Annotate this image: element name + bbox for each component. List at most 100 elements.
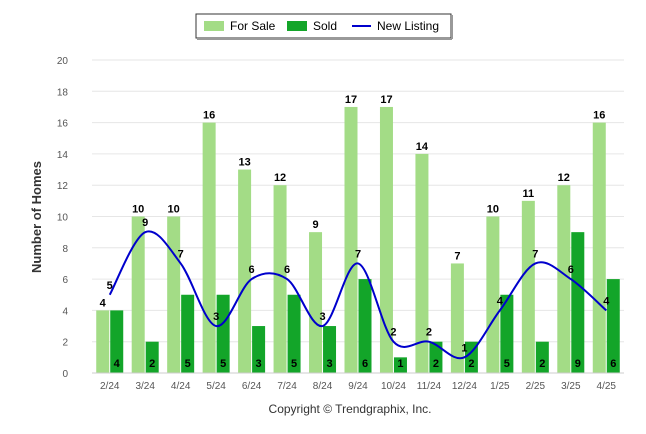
label-new-listing-6-24: 6 xyxy=(249,264,255,276)
label-new-listing-4-24: 7 xyxy=(178,248,184,260)
y-tick-label: 6 xyxy=(62,275,68,286)
label-new-listing-12-24: 1 xyxy=(461,342,467,354)
bar-sold-7-24 xyxy=(287,294,301,373)
bar-sold-3-25 xyxy=(571,232,585,373)
bar-sold-10-24 xyxy=(393,357,407,373)
label-new-listing-8-24: 3 xyxy=(319,311,325,323)
bar-sold-6-24 xyxy=(252,326,266,373)
y-tick-label: 12 xyxy=(57,181,69,192)
label-for-sale-12-24: 7 xyxy=(454,250,460,262)
data-labels: 4410210516513312593176171142721051121291… xyxy=(100,94,617,370)
legend: For Sale Sold New Listing xyxy=(195,13,453,40)
y-tick-label: 10 xyxy=(57,213,69,224)
bars xyxy=(96,106,620,373)
x-tick-label: 2/25 xyxy=(526,381,546,392)
y-tick-label: 18 xyxy=(57,87,69,98)
y-axis-ticks: 0 2 4 6 8 10 12 14 16 18 20 xyxy=(57,56,69,380)
x-tick-label: 12/24 xyxy=(452,381,477,392)
bar-for-sale-5-24 xyxy=(202,122,216,373)
x-tick-label: 4/25 xyxy=(597,381,617,392)
grid xyxy=(92,59,624,343)
x-axis-ticks: 2/24 3/24 4/24 5/24 6/24 7/24 8/24 9/24 10/24 11/… xyxy=(100,381,616,392)
label-for-sale-10-24: 17 xyxy=(380,94,392,106)
legend-swatch-sold xyxy=(287,21,307,31)
legend-label-new-listing: New Listing xyxy=(377,19,439,33)
label-new-listing-1-25: 4 xyxy=(497,295,504,307)
label-sold-3-25: 9 xyxy=(575,358,581,370)
legend-box xyxy=(195,13,452,39)
bar-for-sale-12-24 xyxy=(450,263,464,373)
label-for-sale-4-25: 16 xyxy=(593,110,605,122)
bar-for-sale-10-24 xyxy=(379,106,393,373)
label-sold-8-24: 3 xyxy=(326,358,332,370)
label-sold-6-24: 3 xyxy=(256,358,262,370)
bar-sold-5-24 xyxy=(216,294,230,373)
bar-for-sale-4-24 xyxy=(167,216,181,373)
label-new-listing-2-25: 7 xyxy=(532,248,538,260)
label-new-listing-11-24: 2 xyxy=(426,327,432,339)
label-sold-9-24: 6 xyxy=(362,358,368,370)
label-for-sale-6-24: 13 xyxy=(238,157,250,169)
y-tick-label: 0 xyxy=(62,369,68,380)
y-tick-label: 4 xyxy=(62,306,68,317)
x-tick-label: 7/24 xyxy=(277,381,297,392)
label-for-sale-8-24: 9 xyxy=(312,219,318,231)
x-tick-label: 3/25 xyxy=(561,381,581,392)
label-sold-10-24: 1 xyxy=(397,358,403,370)
legend-swatch-for-sale xyxy=(204,21,224,31)
bar-for-sale-3-24 xyxy=(131,216,145,373)
bar-sold-4-25 xyxy=(606,279,620,373)
label-new-listing-10-24: 2 xyxy=(390,327,396,339)
new-listing-line xyxy=(108,230,607,360)
x-tick-label: 3/24 xyxy=(135,381,155,392)
bar-sold-2-24 xyxy=(110,310,124,373)
bar-for-sale-8-24 xyxy=(309,232,323,373)
bar-for-sale-4-25 xyxy=(592,122,606,373)
y-tick-label: 20 xyxy=(57,56,69,67)
label-for-sale-7-24: 12 xyxy=(274,172,286,184)
label-sold-3-24: 2 xyxy=(149,358,155,370)
label-for-sale-4-24: 10 xyxy=(168,204,180,216)
label-new-listing-9-24: 7 xyxy=(355,248,361,260)
label-for-sale-2-25: 11 xyxy=(523,188,535,200)
bar-for-sale-2-24 xyxy=(96,310,110,373)
x-tick-label: 5/24 xyxy=(206,381,226,392)
label-new-listing-2-24: 5 xyxy=(107,280,113,292)
label-for-sale-3-24: 10 xyxy=(132,204,144,216)
label-sold-1-25: 5 xyxy=(504,358,510,370)
x-tick-label: 10/24 xyxy=(381,381,406,392)
label-sold-12-24: 2 xyxy=(468,358,474,370)
copyright-footer: Copyright © Trendgraphix, Inc. xyxy=(269,402,432,416)
x-tick-label: 9/24 xyxy=(348,381,368,392)
label-sold-2-24: 4 xyxy=(114,358,121,370)
label-new-listing-7-24: 6 xyxy=(284,264,290,276)
y-tick-label: 2 xyxy=(62,338,68,349)
label-new-listing-3-25: 6 xyxy=(568,264,574,276)
label-sold-11-24: 2 xyxy=(433,358,439,370)
label-sold-4-25: 6 xyxy=(610,358,616,370)
x-tick-label: 2/24 xyxy=(100,381,120,392)
bar-for-sale-1-25 xyxy=(486,216,500,373)
y-tick-label: 16 xyxy=(57,119,69,130)
label-sold-7-24: 5 xyxy=(291,358,297,370)
x-tick-label: 1/25 xyxy=(490,381,510,392)
label-for-sale-3-25: 12 xyxy=(558,172,570,184)
x-tick-label: 11/24 xyxy=(417,381,442,392)
label-for-sale-5-24: 16 xyxy=(203,110,215,122)
bar-for-sale-11-24 xyxy=(415,153,429,373)
label-for-sale-2-24: 4 xyxy=(100,297,107,309)
x-tick-label: 4/24 xyxy=(171,381,191,392)
label-new-listing-5-24: 3 xyxy=(213,311,219,323)
label-new-listing-3-24: 9 xyxy=(142,217,148,229)
bar-for-sale-7-24 xyxy=(273,185,287,373)
label-new-listing-4-25: 4 xyxy=(603,295,610,307)
bar-sold-2-25 xyxy=(535,341,549,373)
bar-sold-11-24 xyxy=(429,341,443,373)
legend-label-for-sale: For Sale xyxy=(230,19,276,33)
bar-sold-3-24 xyxy=(145,341,159,373)
x-tick-label: 6/24 xyxy=(242,381,262,392)
legend-label-sold: Sold xyxy=(313,19,337,33)
bar-sold-8-24 xyxy=(323,326,337,373)
y-tick-label: 14 xyxy=(57,150,69,161)
